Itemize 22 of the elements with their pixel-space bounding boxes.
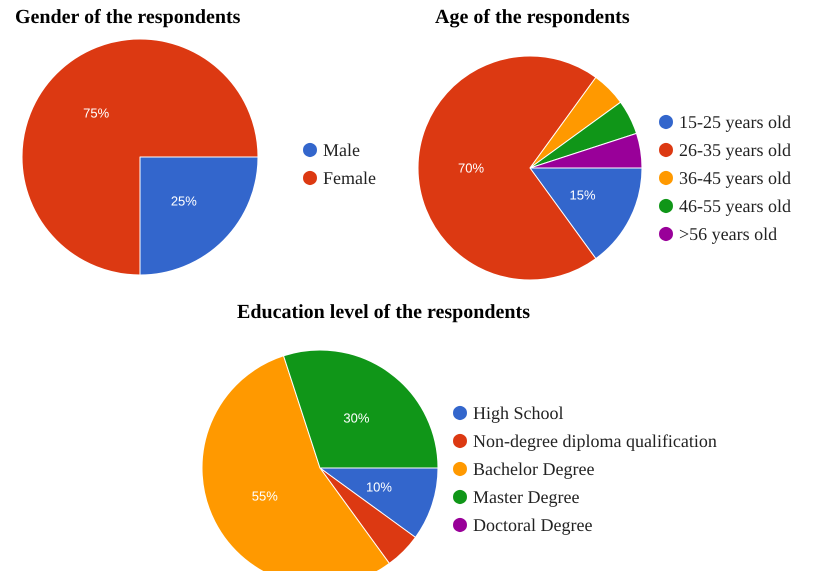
legend-label: 46-55 years old <box>679 196 791 216</box>
data-label: 15% <box>570 187 596 202</box>
data-label: 55% <box>252 488 278 504</box>
legend-label: Bachelor Degree <box>473 459 594 479</box>
legend-label: Non-degree diploma qualification <box>473 431 717 451</box>
chart-title: Gender of the respondents <box>15 6 241 28</box>
data-label: 25% <box>170 193 198 208</box>
legend-label: Master Degree <box>473 487 580 507</box>
data-label: 70% <box>458 160 484 176</box>
data-label: 75% <box>83 106 110 121</box>
data-label: 10% <box>366 480 392 495</box>
legend-label: Female <box>323 168 376 188</box>
legend-label: 15-25 years old <box>679 112 791 132</box>
chart-title: Education level of the respondents <box>237 301 530 323</box>
legend-label: >56 years old <box>679 224 778 244</box>
legend-label: Male <box>323 140 360 160</box>
legend-label: High School <box>473 403 564 423</box>
data-label: 30% <box>343 410 370 426</box>
legend-label: 36-45 years old <box>679 168 791 188</box>
legend-label: Doctoral Degree <box>473 515 592 535</box>
chart-title: Age of the respondents <box>435 6 630 28</box>
legend-label: 26-35 years old <box>679 140 791 160</box>
